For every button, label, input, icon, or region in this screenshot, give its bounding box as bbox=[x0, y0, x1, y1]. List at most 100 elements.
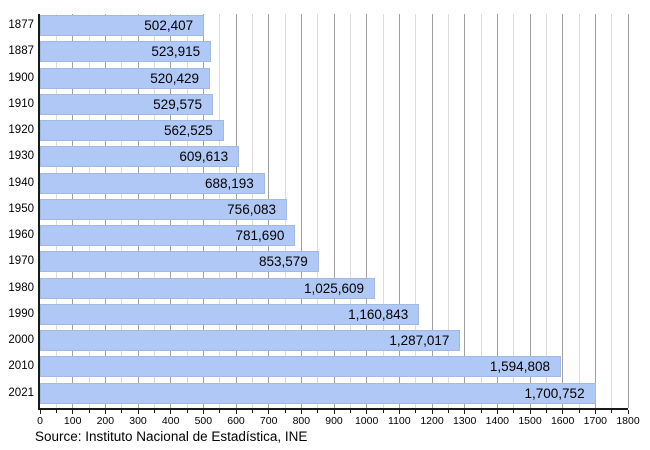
x-tick-major bbox=[333, 410, 335, 414]
y-axis-label: 1910 bbox=[8, 97, 34, 110]
y-axis-label: 2000 bbox=[8, 334, 34, 347]
x-tick-major bbox=[398, 410, 400, 414]
gridline-minor bbox=[382, 14, 384, 408]
gridline-minor bbox=[611, 14, 613, 408]
x-tick-major bbox=[72, 410, 74, 414]
x-tick-major bbox=[496, 410, 498, 414]
y-axis-line bbox=[38, 14, 40, 410]
y-axis-label: 1990 bbox=[8, 307, 34, 320]
bar: 520,429 bbox=[40, 67, 210, 89]
bar: 523,915 bbox=[40, 41, 212, 63]
y-axis-label: 1950 bbox=[8, 202, 34, 215]
x-tick-major bbox=[235, 410, 237, 414]
bar-value-label: 609,613 bbox=[179, 149, 229, 165]
x-axis-line bbox=[38, 408, 628, 410]
bar-value-label: 781,690 bbox=[235, 228, 285, 244]
gridline-major bbox=[627, 14, 629, 408]
x-tick-major bbox=[137, 410, 139, 414]
x-tick-label: 600 bbox=[227, 415, 245, 427]
x-tick-major bbox=[464, 410, 466, 414]
x-tick-label: 1300 bbox=[452, 415, 477, 427]
bar-value-label: 562,525 bbox=[163, 123, 213, 139]
x-tick-minor bbox=[284, 410, 286, 413]
gridline-minor bbox=[415, 14, 417, 408]
bar: 1,700,752 bbox=[40, 382, 596, 404]
bar-value-label: 1,700,752 bbox=[524, 385, 585, 401]
bar-value-label: 520,429 bbox=[150, 70, 199, 86]
x-tick-label: 800 bbox=[292, 415, 311, 427]
bar-value-label: 523,915 bbox=[151, 44, 201, 60]
bar: 529,575 bbox=[40, 93, 213, 115]
x-tick-label: 1500 bbox=[518, 415, 542, 427]
x-tick-major bbox=[202, 410, 204, 414]
x-tick-minor bbox=[186, 410, 188, 413]
bar: 853,579 bbox=[40, 251, 319, 273]
bar-value-label: 756,083 bbox=[227, 201, 276, 217]
x-tick-minor bbox=[447, 410, 449, 413]
x-tick-major bbox=[268, 410, 270, 414]
gridline-major bbox=[300, 14, 302, 408]
bar-row: 1887 523,915 bbox=[8, 41, 628, 63]
x-tick-major bbox=[366, 410, 368, 414]
y-axis-label: 1980 bbox=[8, 281, 34, 294]
x-tick-minor bbox=[545, 410, 547, 413]
bar-row: 2010 1,594,808 bbox=[8, 356, 628, 378]
x-tick-minor bbox=[219, 410, 221, 413]
x-tick-major bbox=[594, 410, 596, 414]
bar-row: 1950 756,083 bbox=[8, 198, 628, 220]
x-tick-label: 200 bbox=[96, 415, 115, 427]
bar-row: 2021 1,700,752 bbox=[8, 382, 628, 404]
x-tick-label: 0 bbox=[37, 415, 43, 427]
gridline-major bbox=[529, 14, 531, 408]
bar-row: 1910 529,575 bbox=[8, 93, 628, 115]
x-tick-minor bbox=[480, 410, 482, 413]
y-axis-label: 1900 bbox=[8, 71, 34, 84]
y-axis-label: 1877 bbox=[8, 19, 34, 31]
gridline-minor bbox=[578, 14, 580, 408]
gridline-major bbox=[594, 14, 596, 408]
gridline-minor bbox=[317, 14, 319, 408]
bar-row: 2000 1,287,017 bbox=[8, 330, 628, 352]
bar-value-label: 502,407 bbox=[144, 18, 194, 33]
plot-area: 1877 502,407 1887 523,915 1900 520,429 1910 529… bbox=[8, 14, 629, 408]
bar-value-label: 1,025,609 bbox=[303, 280, 365, 296]
x-tick-major bbox=[529, 410, 531, 414]
bar: 1,160,843 bbox=[40, 303, 420, 325]
bar: 688,193 bbox=[40, 172, 265, 194]
x-tick-major bbox=[300, 410, 302, 414]
bar-value-label: 688,193 bbox=[204, 175, 254, 191]
x-tick-label: 700 bbox=[259, 415, 278, 427]
source-note: Source: Instituto Nacional de Estadístic… bbox=[35, 429, 308, 444]
y-axis-label: 1920 bbox=[8, 124, 34, 137]
gridline-minor bbox=[349, 14, 351, 408]
bar: 781,690 bbox=[40, 225, 296, 247]
y-axis-label: 1930 bbox=[8, 150, 34, 163]
bar-row: 1930 609,613 bbox=[8, 146, 628, 168]
x-tick-major bbox=[39, 410, 41, 414]
x-tick-minor bbox=[611, 410, 613, 413]
x-tick-minor bbox=[153, 410, 155, 413]
bar-row: 1940 688,193 bbox=[8, 172, 628, 194]
x-tick-label: 400 bbox=[161, 415, 180, 427]
x-tick-minor bbox=[251, 410, 253, 413]
x-tick-label: 1600 bbox=[550, 415, 575, 427]
bar-row: 1960 781,690 bbox=[8, 225, 628, 247]
bar: 1,594,808 bbox=[40, 356, 561, 378]
x-tick-minor bbox=[513, 410, 515, 413]
bar: 609,613 bbox=[40, 146, 240, 168]
x-tick-major bbox=[562, 410, 564, 414]
x-tick-major bbox=[104, 410, 106, 414]
gridline-major bbox=[366, 14, 368, 408]
y-axis-label: 1887 bbox=[8, 45, 34, 58]
y-axis-label: 1960 bbox=[8, 229, 34, 242]
gridline-minor bbox=[447, 14, 449, 408]
x-tick-minor bbox=[349, 410, 351, 413]
y-axis-label: 1970 bbox=[8, 255, 34, 268]
x-tick-label: 500 bbox=[194, 415, 213, 427]
x-tick-label: 300 bbox=[129, 415, 147, 427]
gridline-minor bbox=[513, 14, 515, 408]
bar-row: 1900 520,429 bbox=[8, 67, 628, 89]
bar-row: 1920 562,525 bbox=[8, 120, 628, 142]
x-tick-minor bbox=[317, 410, 319, 413]
